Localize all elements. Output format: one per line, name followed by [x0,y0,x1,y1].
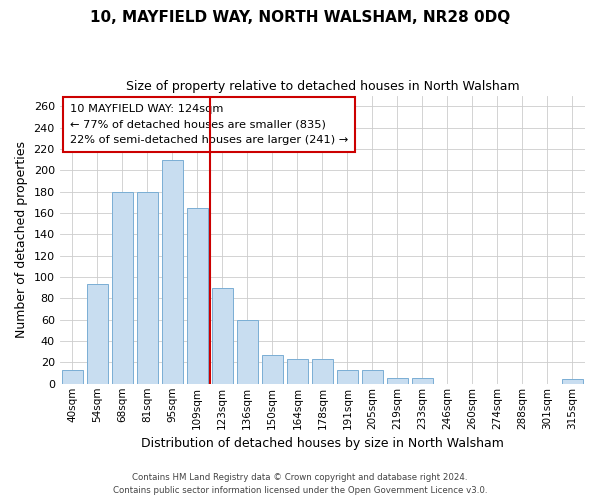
Bar [387,378,408,384]
Text: Contains HM Land Registry data © Crown copyright and database right 2024.
Contai: Contains HM Land Registry data © Crown c… [113,474,487,495]
Bar [362,370,383,384]
Bar [212,288,233,384]
Text: 10, MAYFIELD WAY, NORTH WALSHAM, NR28 0DQ: 10, MAYFIELD WAY, NORTH WALSHAM, NR28 0D… [90,10,510,25]
Text: 10 MAYFIELD WAY: 124sqm
← 77% of detached houses are smaller (835)
22% of semi-d: 10 MAYFIELD WAY: 124sqm ← 77% of detache… [70,104,349,146]
Bar [187,208,208,384]
Y-axis label: Number of detached properties: Number of detached properties [15,141,28,338]
Bar [236,320,258,384]
Bar [562,380,583,384]
Bar [412,378,433,384]
Bar [287,359,308,384]
Bar [62,370,83,384]
Bar [312,359,333,384]
Title: Size of property relative to detached houses in North Walsham: Size of property relative to detached ho… [125,80,519,93]
Bar [86,284,108,384]
X-axis label: Distribution of detached houses by size in North Walsham: Distribution of detached houses by size … [141,437,504,450]
Bar [161,160,183,384]
Bar [137,192,158,384]
Bar [112,192,133,384]
Bar [262,355,283,384]
Bar [337,370,358,384]
